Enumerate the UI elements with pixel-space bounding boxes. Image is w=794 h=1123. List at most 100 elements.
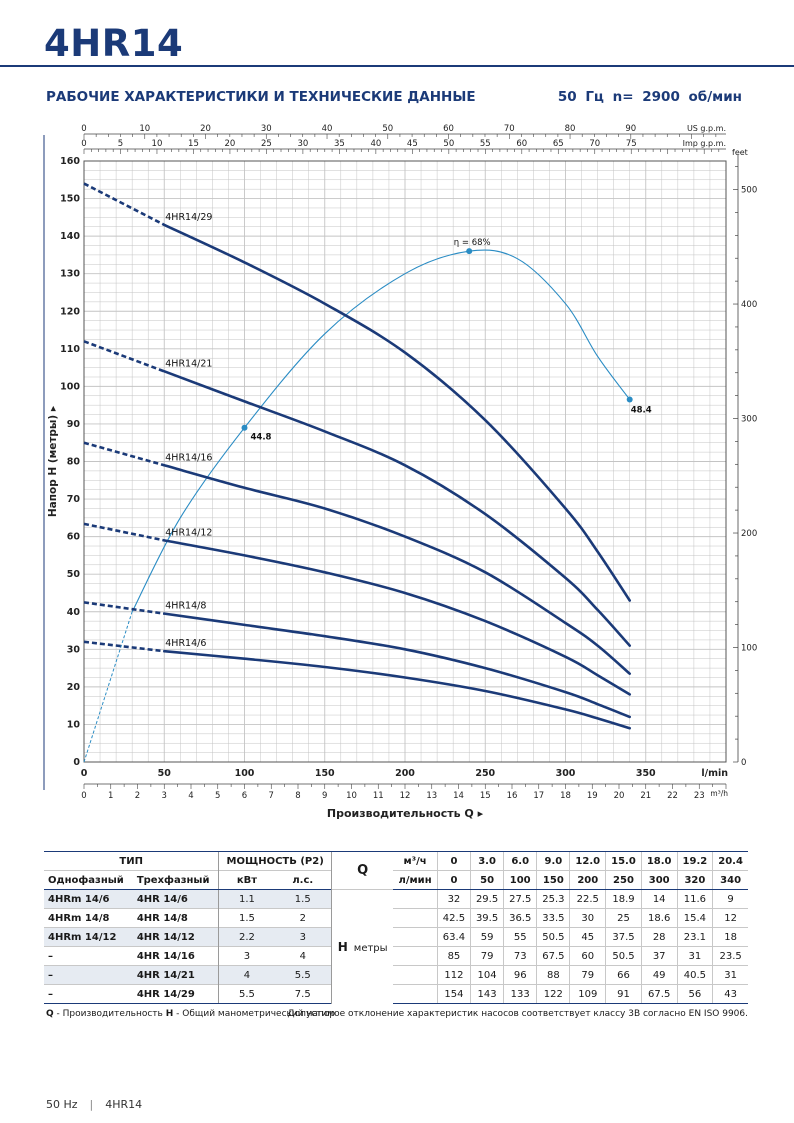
- legend-q-text: - Производительность: [53, 1009, 166, 1019]
- power-hp: 4: [274, 946, 332, 966]
- imp-gpm-tick-label: 50: [443, 139, 454, 149]
- series-label: 4HR14/16: [165, 452, 212, 463]
- feet-tick-label: 0: [741, 758, 746, 768]
- imp-gpm-tick-label: 65: [553, 139, 564, 149]
- q-lmin-cell: 320: [676, 870, 713, 890]
- table-row: 4HRm 14/12 4HR 14/12 2.2 3 63.4 59 55 50.5 45 37.…: [44, 927, 748, 947]
- y-tick-label: 100: [60, 381, 80, 392]
- y-tick-label: 0: [73, 757, 80, 768]
- table-row: –4HR 14/16 3 4 85 79 73 67.5 60 50.5 37 31 23.5: [44, 946, 748, 966]
- head-value: 25.3: [536, 889, 570, 909]
- x-tick-label: 350: [636, 768, 656, 779]
- q-m3h-cell: 6.0: [503, 851, 537, 871]
- imp-gpm-tick-label: 30: [297, 139, 308, 149]
- imp-gpm-tick-label: 15: [188, 139, 199, 149]
- head-value: 27.5: [503, 889, 537, 909]
- x-tick-label: 200: [395, 768, 415, 779]
- imp-gpm-tick-label: 60: [516, 139, 527, 149]
- head-curve-4hr146: 4HR14/6: [83, 638, 631, 730]
- legend-h: H: [165, 1009, 174, 1019]
- head-value: 67.5: [536, 946, 570, 966]
- head-curve-line: [163, 223, 631, 602]
- y-tick-label: 50: [67, 569, 81, 580]
- y-tick-label: 40: [67, 607, 81, 618]
- feet-tick-label: 300: [741, 415, 757, 425]
- spec-table: ТИП МОЩНОСТЬ (P2) Q м³/ч 0 3.0 6.0 9.0 12.0 1…: [44, 851, 748, 1004]
- single-phase-model: 4HRm 14/8: [44, 908, 133, 928]
- us-gpm-axis-unit: US g.p.m.: [687, 124, 726, 133]
- table-row: –4HR 14/29 5.5 7.5 154 143 133 122 109 91 67.5 56 4…: [44, 984, 748, 1004]
- y-axis-label: Напор H (метры) ▸: [47, 405, 59, 517]
- single-phase-model: 4HRm 14/12: [44, 927, 133, 947]
- col-three-phase: Трехфазный: [132, 870, 219, 890]
- head-curve-4hr1421: 4HR14/21: [83, 340, 631, 647]
- efficiency-curve: [131, 249, 631, 613]
- y-tick-label: 70: [67, 494, 81, 505]
- section-title: РАБОЧИЕ ХАРАКТЕРИСТИКИ И ТЕХНИЧЕСКИЕ ДАН…: [46, 89, 476, 105]
- head-curve-4hr1429: 4HR14/29: [83, 182, 631, 602]
- head-curve-dashed: [83, 182, 165, 227]
- m3h-tick-label: 18: [560, 791, 571, 801]
- single-phase-model: –: [44, 946, 133, 966]
- power-hp: 1.5: [274, 889, 332, 909]
- head-value: 49: [640, 965, 678, 985]
- legend-q: Q: [46, 1009, 54, 1019]
- q-label: Q: [330, 851, 394, 890]
- head-value: 39.5: [469, 908, 504, 928]
- head-curve-line: [163, 649, 631, 730]
- m3h-tick-label: 14: [453, 791, 464, 801]
- series-label: 4HR14/21: [165, 358, 212, 369]
- us-gpm-tick-label: 10: [139, 124, 150, 134]
- head-value: 33.5: [536, 908, 570, 928]
- imp-gpm-tick-label: 45: [407, 139, 418, 149]
- table-row: 4HRm 14/8 4HR 14/8 1.5 2 42.5 39.5 36.5 33.5 30 2…: [44, 908, 748, 928]
- imp-gpm-tick-label: 75: [626, 139, 637, 149]
- m3h-tick-label: 12: [400, 791, 411, 801]
- x-tick-label: 0: [81, 768, 88, 779]
- three-phase-model: 4HR 14/6: [132, 889, 219, 909]
- table-row: –4HR 14/21 4 5.5 112 104 96 88 79 66 49 40.5 31: [44, 965, 748, 985]
- m3h-tick-label: 3: [162, 791, 167, 801]
- head-curve-dashed: [83, 340, 165, 373]
- head-curve-line: [163, 370, 631, 647]
- h-spacer: [393, 908, 438, 928]
- q-m3h-cell: 9.0: [536, 851, 570, 871]
- us-gpm-tick-label: 50: [382, 124, 393, 134]
- efficiency-point: [626, 396, 633, 403]
- y-tick-label: 120: [60, 306, 80, 317]
- footer-separator: |: [89, 1098, 94, 1111]
- page-footer: 50 Hz | 4HR14: [46, 1098, 142, 1111]
- q-m3h-cell: 12.0: [569, 851, 606, 871]
- head-value: 18.6: [640, 908, 678, 928]
- imp-gpm-tick-label: 5: [118, 139, 123, 149]
- h-spacer: [393, 927, 438, 947]
- x-tick-label: 150: [315, 768, 335, 779]
- imp-gpm-tick-label: 25: [261, 139, 272, 149]
- imp-gpm-tick-label: 40: [370, 139, 381, 149]
- imp-gpm-tick-label: 20: [225, 139, 236, 149]
- m3h-tick-label: 6: [242, 791, 247, 801]
- footer-model: 4HR14: [105, 1098, 143, 1111]
- us-gpm-tick-label: 70: [504, 124, 515, 134]
- col-single-phase: Однофазный: [44, 870, 133, 890]
- power-kw: 5.5: [218, 984, 275, 1004]
- performance-chart: 0102030405060708090100110120130140150160…: [43, 124, 757, 820]
- head-value: 31: [676, 946, 713, 966]
- us-gpm-tick-label: 60: [443, 124, 454, 134]
- model-title: 4HR14: [44, 22, 184, 65]
- power-kw: 4: [218, 965, 275, 985]
- head-curve-line: [163, 464, 631, 675]
- head-value: 45: [569, 927, 606, 947]
- three-phase-model: 4HR 14/8: [132, 908, 219, 928]
- head-value: 133: [503, 984, 537, 1004]
- head-value: 9: [712, 889, 748, 909]
- head-curve-dashed: [83, 640, 165, 653]
- y-tick-label: 110: [60, 344, 80, 355]
- power-hp: 3: [274, 927, 332, 947]
- m3h-tick-label: 13: [426, 791, 437, 801]
- col-kw: кВт: [218, 870, 275, 890]
- head-value: 14: [640, 889, 678, 909]
- imp-gpm-tick-label: 55: [480, 139, 491, 149]
- head-value: 32: [436, 889, 471, 909]
